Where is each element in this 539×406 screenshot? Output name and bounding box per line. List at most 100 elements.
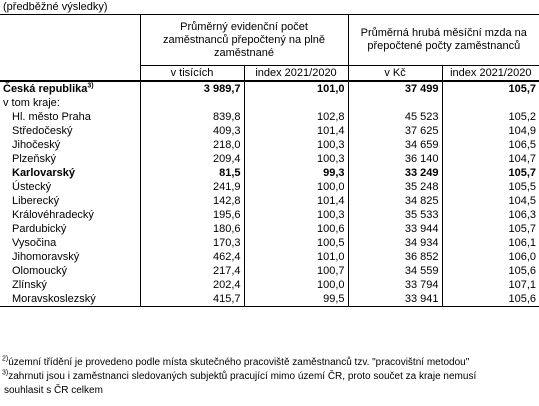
region-label: Jihočeský — [12, 139, 61, 151]
cell-employees: 218,0 — [139, 138, 244, 152]
cell-employees-index: 100,7 — [243, 264, 349, 278]
footnote-2-text: územní třídění je provedeno podle místa … — [8, 357, 470, 368]
cell-employees-index: 102,8 — [243, 110, 349, 124]
header-sub-czk: v Kč — [347, 65, 443, 82]
cell-wage: 33 944 — [347, 222, 443, 236]
header-corner-cell — [0, 14, 140, 66]
cz-label: Česká republika — [3, 83, 88, 95]
header-sub-thousands: v tisících — [139, 65, 244, 82]
footnotes: 2)územní třídění je provedeno podle míst… — [0, 356, 539, 398]
cell-employees: 195,6 — [139, 208, 244, 222]
cell-wage: 34 559 — [347, 264, 443, 278]
cell-employees: 81,5 — [139, 166, 244, 180]
cell-wage-index: 105,2 — [441, 110, 539, 124]
footnote-3: 3)zahrnuti jsou i zaměstnanci sledovanýc… — [0, 370, 539, 384]
footnote-2: 2)územní třídění je provedeno podle míst… — [0, 356, 539, 370]
footnote-3-continued: souhlasit s ČR celkem — [4, 385, 103, 396]
cell-wage: 37 499 — [347, 81, 443, 96]
header-corner-cell-2 — [0, 65, 140, 82]
cell-employees-index: 101,4 — [243, 194, 349, 208]
cell-wage: 36 852 — [347, 250, 443, 264]
cell-wage-index: 105,6 — [441, 264, 539, 278]
cell-wage-index: 106,0 — [441, 250, 539, 264]
cell-wage-index: 104,5 — [441, 194, 539, 208]
header-wages: Průměrná hrubá měsíční mzda na přepočten… — [347, 14, 539, 66]
cell-employees-index: 100,3 — [243, 208, 349, 222]
cell-employees-index: 100,0 — [243, 278, 349, 292]
table-row: Zlínský 202,4 100,0 33 794 107,1 — [0, 278, 539, 292]
table-row: Vysočina 170,3 100,5 34 934 106,1 — [0, 236, 539, 250]
cell-employees-index: 101,4 — [243, 124, 349, 138]
row-label: Česká republika3) — [0, 81, 140, 96]
cell-wage: 35 248 — [347, 180, 443, 194]
cell-wage: 34 659 — [347, 138, 443, 152]
table-row: Hl. město Praha 839,8 102,8 45 523 105,2 — [0, 110, 539, 124]
footnote-3-text: zahrnuti jsou i zaměstnanci sledovaných … — [8, 371, 477, 382]
cell-wage-index: 107,1 — [441, 278, 539, 292]
footnote-mark: 3) — [87, 82, 94, 90]
region-label: Liberecký — [12, 195, 60, 207]
cell-employees: 839,8 — [139, 110, 244, 124]
region-label: Ústecký — [12, 181, 52, 193]
region-label: Moravskoslezský — [0, 292, 140, 307]
region-label: Královéhradecký — [12, 209, 94, 221]
cell-wage: 34 825 — [347, 194, 443, 208]
region-rows: Hl. město Praha 839,8 102,8 45 523 105,2 Stře… — [0, 110, 539, 307]
cell-employees: 142,8 — [139, 194, 244, 208]
cell-wage: 33 249 — [347, 166, 443, 180]
table-row: Jihočeský 218,0 100,3 34 659 106,5 — [0, 138, 539, 152]
cell-wage: 33 941 — [347, 292, 443, 307]
cell-employees: 180,6 — [139, 222, 244, 236]
cell-employees-index: 100,3 — [243, 138, 349, 152]
cell-wage: 35 533 — [347, 208, 443, 222]
region-label: Pardubický — [12, 223, 67, 235]
row-of-which: v tom kraje: — [0, 96, 539, 110]
region-label: Plzeňský — [12, 153, 57, 165]
region-label: Hl. město Praha — [12, 111, 91, 123]
cell-employees-index: 100,0 — [243, 180, 349, 194]
region-label: Olomoucký — [12, 265, 68, 277]
cell-employees: 209,4 — [139, 152, 244, 166]
cell-wage-index: 106,5 — [441, 138, 539, 152]
cell-employees-index: 99,3 — [243, 166, 349, 180]
cell-wage-index: 105,7 — [441, 222, 539, 236]
cell-employees: 415,7 — [139, 292, 244, 307]
cell-wage-index: 105,6 — [441, 292, 539, 307]
cell-wage-index: 105,5 — [441, 180, 539, 194]
header-employees: Průměrný evidenční počet zaměstnanců pře… — [139, 14, 349, 66]
cell-employees-index: 100,6 — [243, 222, 349, 236]
footnote-3-mark: 3) — [2, 369, 9, 377]
cell-wage-index: 105,7 — [441, 81, 539, 96]
cell-employees: 3 989,7 — [139, 81, 244, 96]
cell-wage-index: 104,7 — [441, 152, 539, 166]
cell-employees-index: 101,0 — [243, 250, 349, 264]
cell-employees: 462,4 — [139, 250, 244, 264]
cell-wage: 34 934 — [347, 236, 443, 250]
row-czech-republic: Česká republika3) 3 989,7 101,0 37 499 1… — [0, 81, 539, 96]
wages-table: Průměrný evidenční počet zaměstnanců pře… — [0, 14, 539, 307]
header-group-row: Průměrný evidenční počet zaměstnanců pře… — [0, 14, 539, 66]
table-row: Plzeňský 209,4 100,3 36 140 104,7 — [0, 152, 539, 166]
cell-employees-index: 101,0 — [243, 81, 349, 96]
table-caption: (předběžné výsledky) — [3, 1, 108, 13]
cell-employees-index: 99,5 — [243, 292, 349, 307]
header-sub-index-wages: index 2021/2020 — [441, 65, 539, 82]
cell-wage: 36 140 — [347, 152, 443, 166]
cell-employees-index: 100,5 — [243, 236, 349, 250]
cell-employees: 409,3 — [139, 124, 244, 138]
cell-wage-index: 105,7 — [441, 166, 539, 180]
cell-wage-index: 106,3 — [441, 208, 539, 222]
table-row: Ústecký 241,9 100,0 35 248 105,5 — [0, 180, 539, 194]
region-label: Jihomoravský — [12, 251, 80, 263]
footnote-2-mark: 2) — [2, 355, 9, 363]
table-row: Středočeský 409,3 101,4 37 625 104,9 — [0, 124, 539, 138]
header-sub-index-employees: index 2021/2020 — [243, 65, 349, 82]
table-row: Jihomoravský 462,4 101,0 36 852 106,0 — [0, 250, 539, 264]
table-row: Královéhradecký 195,6 100,3 35 533 106,3 — [0, 208, 539, 222]
table-row: Liberecký 142,8 101,4 34 825 104,5 — [0, 194, 539, 208]
region-label: Karlovarský — [12, 167, 75, 179]
region-label: Zlínský — [12, 279, 47, 291]
table-row: Pardubický 180,6 100,6 33 944 105,7 — [0, 222, 539, 236]
table-row: Karlovarský 81,5 99,3 33 249 105,7 — [0, 166, 539, 180]
cell-employees: 241,9 — [139, 180, 244, 194]
